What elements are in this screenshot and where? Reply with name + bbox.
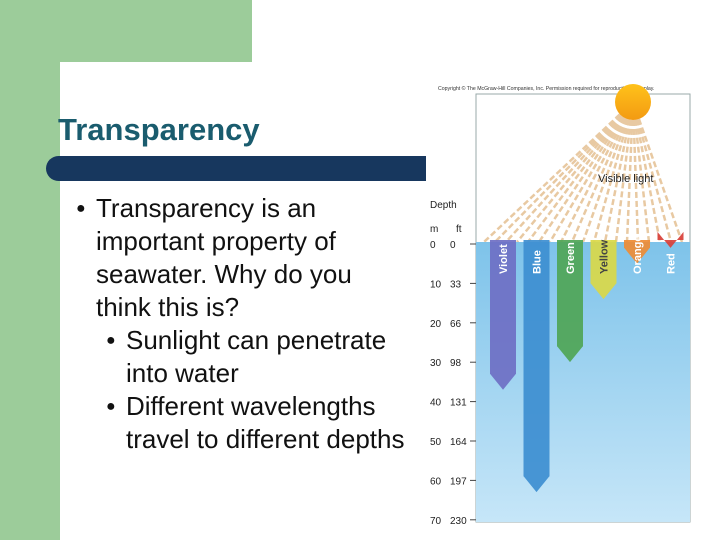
wavelength-band — [657, 231, 684, 248]
depth-tick-ft: 164 — [450, 437, 467, 448]
depth-tick-ft: 230 — [450, 516, 467, 527]
left-accent-strip — [0, 0, 60, 540]
depth-tick-m: 30 — [430, 358, 442, 369]
top-left-accent-block — [0, 0, 252, 62]
light-ray — [631, 101, 640, 243]
depth-tick-m: 50 — [430, 437, 442, 448]
light-ray — [505, 101, 634, 243]
visible-light-label: Visible light — [598, 173, 653, 185]
band-label: Orange — [632, 235, 644, 274]
light-ray — [592, 101, 635, 243]
band-label: Green — [565, 242, 577, 274]
depth-tick-m: 70 — [430, 516, 442, 527]
unit-ft-label: ft — [456, 224, 462, 235]
light-ray — [570, 101, 635, 243]
depth-tick-m: 60 — [430, 476, 442, 487]
light-ray — [631, 101, 662, 243]
depth-tick-m: 0 — [430, 240, 436, 251]
wavelength-band — [624, 240, 650, 264]
bullet-text: Transparency is an important property of… — [96, 193, 352, 322]
light-ray — [527, 101, 634, 243]
light-ray — [614, 101, 635, 243]
light-ray — [537, 101, 635, 243]
bullet-dot-icon: ● — [106, 332, 116, 349]
copyright-text: Copyright © The McGraw-Hill Companies, I… — [438, 85, 654, 92]
depth-tick-ft: 197 — [450, 476, 467, 487]
light-ray — [581, 101, 635, 243]
bullet-dot-icon: ● — [76, 200, 86, 217]
light-ray — [603, 101, 635, 243]
wavelength-band — [490, 240, 516, 390]
light-ray — [625, 101, 635, 243]
sub-bullet-item: ● Different wavelengths travel to differ… — [72, 390, 412, 456]
depth-tick-ft: 0 — [450, 240, 456, 251]
sub-bullet-text: Sunlight can penetrate into water — [126, 325, 387, 388]
bullet-item: ● Transparency is an important property … — [72, 192, 412, 324]
bullet-dot-icon: ● — [106, 398, 116, 415]
band-label: Blue — [532, 250, 544, 274]
depth-tick-ft: 33 — [450, 279, 462, 290]
title-underline-bar — [46, 156, 426, 181]
light-penetration-figure: Copyright © The McGraw-Hill Companies, I… — [418, 80, 698, 532]
light-ray — [548, 101, 635, 243]
sub-bullet-item: ● Sunlight can penetrate into water — [72, 324, 412, 390]
light-ray — [483, 101, 634, 243]
light-ray — [631, 101, 651, 243]
sub-bullet-text: Different wavelengths travel to differen… — [126, 391, 405, 454]
depth-tick-ft: 98 — [450, 358, 462, 369]
light-ray — [631, 101, 673, 243]
wavelength-band — [523, 240, 550, 493]
band-label: Red — [666, 253, 678, 274]
depth-tick-m: 20 — [430, 319, 442, 330]
sun-rays — [483, 101, 684, 243]
light-ray — [516, 101, 634, 243]
depth-tick-m: 40 — [430, 398, 442, 409]
depth-tick-ft: 131 — [450, 398, 467, 409]
light-penetration-diagram: Copyright © The McGraw-Hill Companies, I… — [430, 84, 691, 527]
light-ray — [559, 101, 635, 243]
rounded-corner — [60, 62, 120, 122]
wavelength-band — [590, 240, 617, 300]
unit-m-label: m — [430, 224, 438, 235]
sun-icon — [615, 84, 651, 120]
band-label: Yellow — [599, 239, 611, 274]
depth-tick-ft: 66 — [450, 319, 462, 330]
band-label: Violet — [498, 244, 510, 274]
light-ray — [631, 101, 684, 243]
depth-tick-m: 10 — [430, 279, 442, 290]
slide-title: Transparency — [58, 112, 260, 147]
wavelength-band — [557, 240, 583, 363]
bullet-list: ● Transparency is an important property … — [72, 192, 412, 456]
depth-axis-label: Depth — [430, 200, 457, 211]
light-ray — [494, 101, 634, 243]
